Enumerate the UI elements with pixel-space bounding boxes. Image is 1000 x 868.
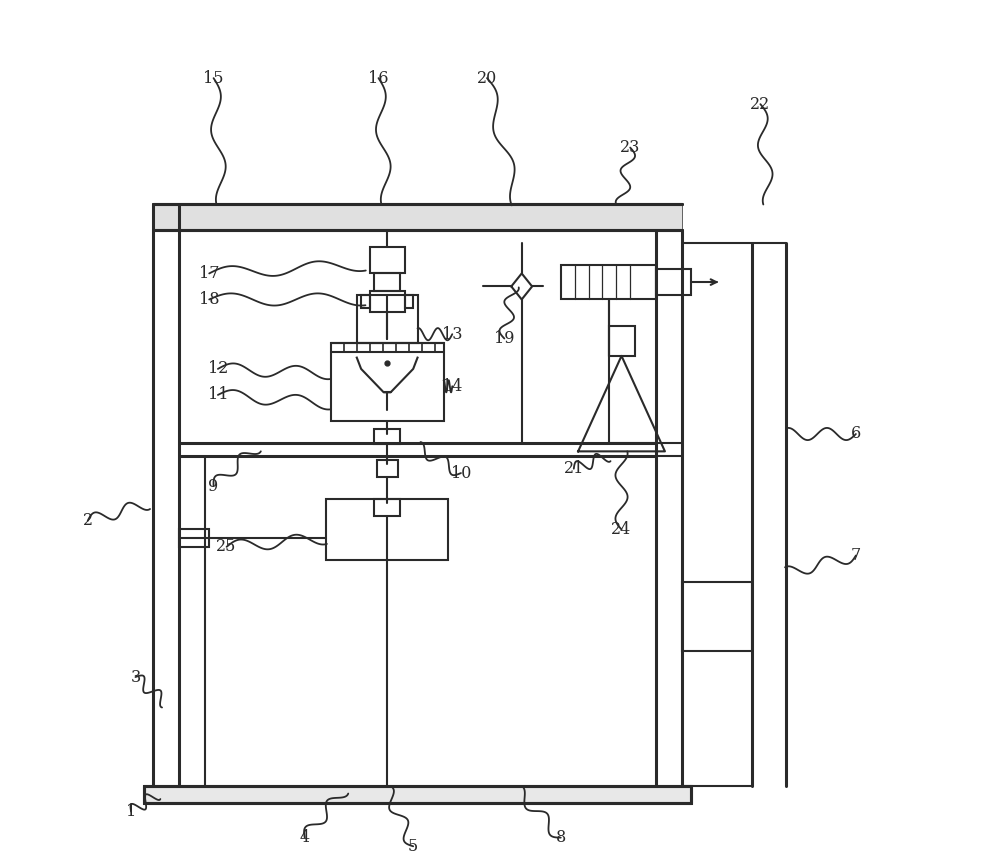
Text: 11: 11 [208,386,228,404]
Text: 21: 21 [564,460,584,477]
Text: 6: 6 [851,425,861,443]
Text: 17: 17 [199,265,219,282]
Text: 18: 18 [199,291,219,308]
Bar [370,291,405,312]
Text: 12: 12 [208,360,228,378]
Text: 10: 10 [451,464,471,482]
Bar [179,529,209,547]
Bar [374,429,400,444]
Bar [153,204,682,230]
Bar [374,499,400,516]
Bar [682,582,752,651]
Bar [656,269,691,295]
Bar [370,247,405,273]
Text: 5: 5 [408,838,418,855]
Text: 3: 3 [130,668,141,686]
Text: 8: 8 [556,829,566,846]
Text: 9: 9 [208,477,219,495]
Text: 7: 7 [851,547,861,564]
Bar [361,295,370,308]
Bar [326,499,448,560]
Bar [331,343,444,421]
Text: 1: 1 [126,803,136,820]
Bar [608,326,635,356]
Bar [357,295,418,343]
Text: 20: 20 [477,69,497,87]
Text: 4: 4 [300,829,310,846]
Text: 23: 23 [620,139,640,156]
Bar [374,273,400,291]
Text: 2: 2 [83,512,93,529]
Text: 14: 14 [442,378,462,395]
Bar [377,460,398,477]
Text: 24: 24 [611,521,632,538]
Text: 22: 22 [750,95,771,113]
Text: 19: 19 [494,330,515,347]
Text: 13: 13 [442,326,463,343]
Text: 25: 25 [216,538,237,556]
Text: 16: 16 [368,69,389,87]
Bar [561,265,656,299]
Bar [405,295,413,308]
Bar [144,786,691,803]
Text: 15: 15 [203,69,224,87]
